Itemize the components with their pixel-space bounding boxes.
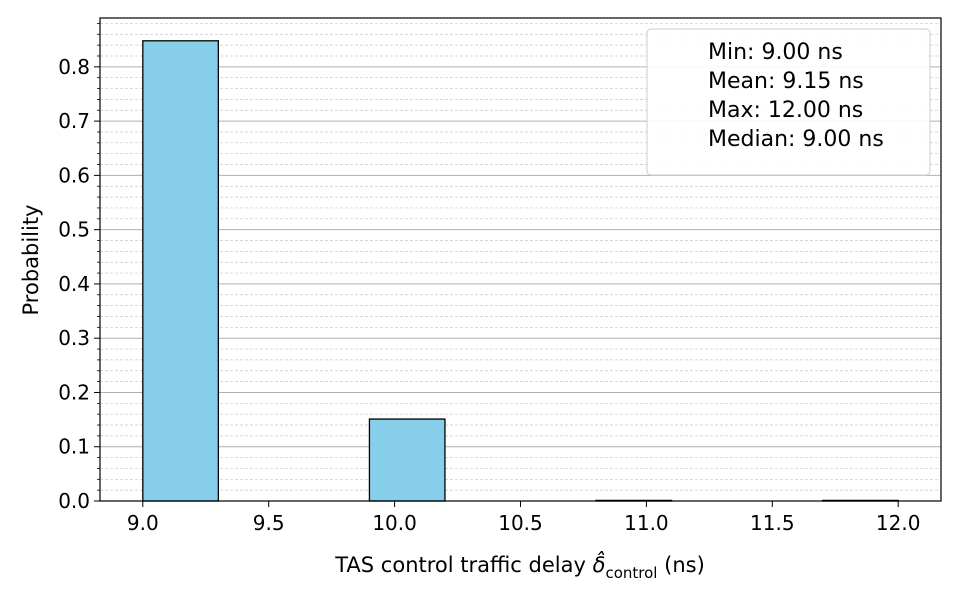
x-tick-label: 10.0 <box>372 511 417 535</box>
histogram-bar <box>142 40 219 502</box>
x-axis-label-main: TAS control traffic delay <box>334 553 592 577</box>
x-axis-label-symbol: δ̂ <box>593 551 606 577</box>
y-tick-label: 0.2 <box>58 380 90 404</box>
x-axis-label-sub: control <box>605 564 657 582</box>
x-axis-label: TAS control traffic delay δ̂control (ns) <box>334 551 705 582</box>
axis-ticks: 0.0 0.1 0.2 0.3 0.4 0.5 0.6 0.7 0.8 9.0 9.5 10.0 10.… <box>58 23 920 535</box>
x-tick-label: 9.5 <box>253 511 285 535</box>
legend-line-median: Median: 9.00 ns <box>708 127 884 152</box>
grid-lines <box>100 23 941 491</box>
y-tick-label: 0.8 <box>58 55 90 79</box>
x-tick-label: 11.0 <box>624 511 669 535</box>
y-tick-label: 0.1 <box>58 435 90 459</box>
histogram-bar <box>368 418 446 502</box>
legend-line-mean: Mean: 9.15 ns <box>708 69 864 94</box>
legend: Min: 9.00 ns Mean: 9.15 ns Max: 12.00 ns… <box>646 28 931 176</box>
x-tick-label: 12.0 <box>876 511 921 535</box>
x-tick-label: 9.0 <box>127 511 159 535</box>
legend-box <box>646 28 931 176</box>
y-tick-label: 0.5 <box>58 218 90 242</box>
x-tick-label: 11.5 <box>750 511 795 535</box>
y-axis-label: Probability <box>19 204 43 315</box>
y-tick-label: 0.4 <box>58 272 90 296</box>
x-axis-label-unit: (ns) <box>657 553 704 577</box>
plot-frame <box>99 17 942 502</box>
x-tick-label: 10.5 <box>498 511 543 535</box>
legend-line-min: Min: 9.00 ns <box>708 40 843 65</box>
histogram-bars <box>142 40 899 502</box>
y-tick-label: 0.7 <box>58 109 90 133</box>
y-tick-label: 0.6 <box>58 163 90 187</box>
legend-line-max: Max: 12.00 ns <box>708 98 863 123</box>
y-tick-label: 0.0 <box>58 489 90 513</box>
y-tick-label: 0.3 <box>58 326 90 350</box>
